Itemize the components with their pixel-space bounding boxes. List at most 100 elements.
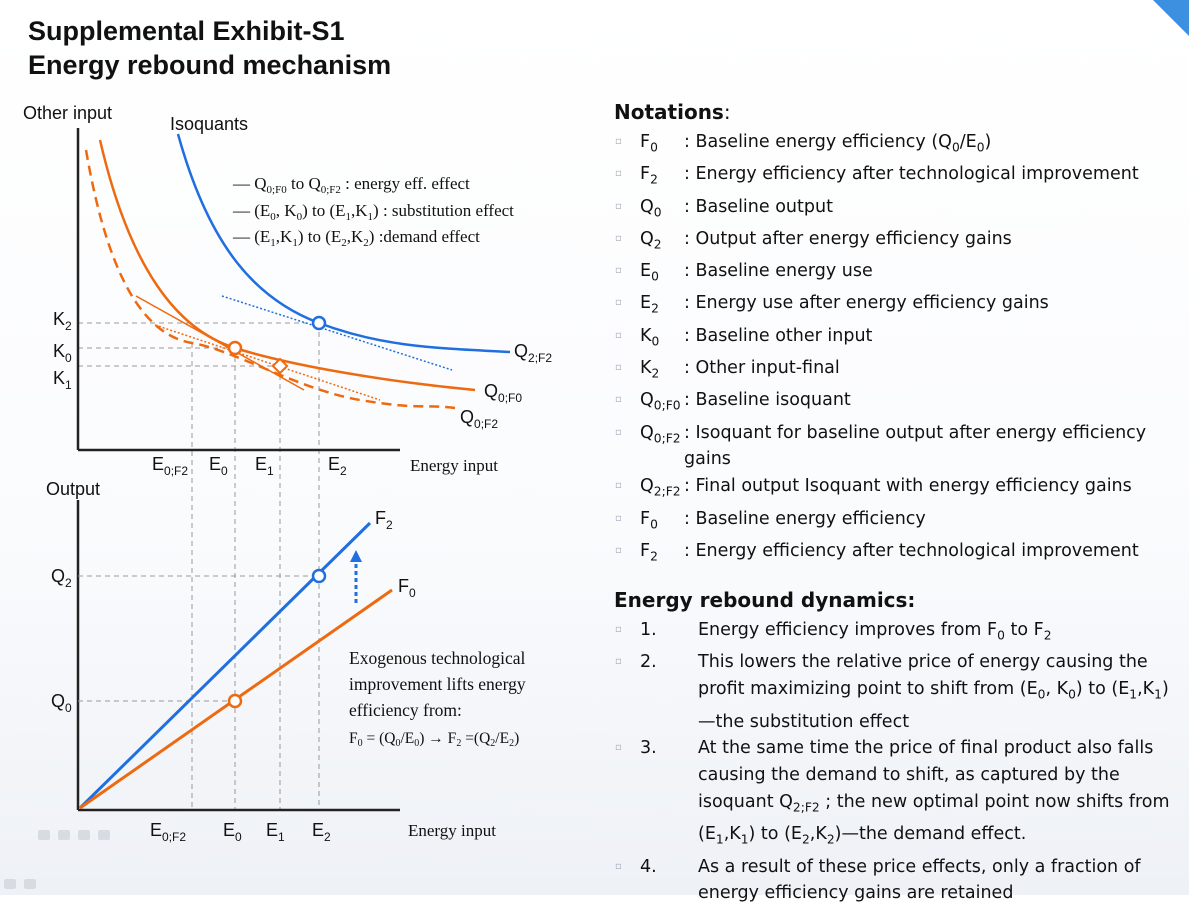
notations-heading: Notations:	[614, 100, 731, 124]
point-e2k2	[311, 315, 327, 331]
bullet-icon: ▫	[615, 512, 622, 524]
top-curve-labels: Q2;F2 Q0;F0 Q0;F2	[460, 341, 552, 431]
notation-item: ▫ E2 : Energy use after energy efficiency …	[614, 290, 1184, 322]
label-q2f2: Q2;F2	[514, 341, 552, 365]
slide-view-icon[interactable]	[4, 879, 16, 889]
notation-item: ▫ K0 : Baseline other input	[614, 323, 1184, 355]
bullet-icon: ▫	[615, 329, 622, 341]
notation-symbol: E0	[640, 261, 659, 284]
tick-q2: Q2	[51, 566, 72, 590]
bullet-icon: ▫	[615, 168, 622, 180]
tick-k0: K0	[53, 341, 72, 365]
notation-desc: : Baseline other input	[684, 325, 873, 346]
dynamics-item: ▫ 2. This lowers the relative price of ene…	[614, 649, 1184, 735]
top-y-label: Other input	[23, 103, 112, 123]
notation-symbol: F2	[640, 540, 658, 564]
price-line-e0k0	[135, 295, 305, 391]
bullet-icon: ▫	[615, 426, 622, 438]
slide-next-icon[interactable]	[24, 879, 36, 889]
title-line-1: Supplemental Exhibit-S1	[28, 16, 345, 46]
nav-menu-icon[interactable]	[78, 830, 90, 840]
notation-item: ▫ F0: Baseline energy efficiency	[614, 506, 1184, 538]
dynamics-number: 2.	[640, 652, 657, 673]
dynamics-list: ▫ 1. Energy efficiency improves from F0 to…	[614, 617, 1184, 907]
dynamics-number: 4.	[640, 856, 657, 877]
notation-symbol: F2	[640, 164, 658, 187]
notation-item: ▫ E0: Baseline energy use	[614, 258, 1184, 290]
notation-desc: : Baseline energy efficiency (Q0/E0)	[684, 132, 992, 155]
notation-symbol: K0	[640, 325, 660, 349]
notation-symbol: Q2;F2	[640, 476, 681, 499]
legend-item-2: — (E0, K0) to (E1,K1) : substitution eff…	[232, 201, 514, 223]
dynamics-text: Energy efficiency improves from F0 to F2	[698, 620, 1052, 643]
notation-symbol: E2	[640, 293, 659, 316]
dynamics-text: At the same time the price of final prod…	[698, 738, 1170, 847]
line-f2	[78, 521, 372, 810]
page-title: Supplemental Exhibit-S1 Energy rebound m…	[28, 14, 391, 82]
top-legend: — Q0;F0 to Q0;F2 : energy eff. effect — …	[232, 174, 514, 249]
nav-pen-icon[interactable]	[58, 830, 70, 840]
point-e1k1	[271, 357, 289, 375]
isoquants-label: Isoquants	[170, 114, 248, 134]
notations-heading-text: Notations	[614, 100, 724, 124]
point-q2	[311, 568, 327, 584]
tech-annotation: Exogenous technological improvement lift…	[349, 648, 526, 749]
bullet-icon: ▫	[615, 265, 622, 277]
top-y-ticks: K2 K0 K1	[53, 309, 72, 392]
tick-q0: Q0	[51, 691, 72, 715]
notation-desc: : Energy use after energy efficiency gai…	[684, 293, 1049, 314]
bottom-line-labels: F2 F0	[375, 508, 416, 600]
bottom-x-ticks: E0;F2 E0 E1 E2	[150, 820, 331, 844]
bottom-y-ticks: Q2 Q0	[51, 566, 72, 715]
right-panel: Notations: ▫ F0: Baseline energy efficien…	[614, 100, 1184, 907]
notation-item: ▫ Q0: Baseline output	[614, 194, 1184, 226]
bullet-icon: ▫	[615, 742, 622, 754]
notation-desc: : Baseline energy efficiency	[684, 508, 926, 529]
bottom-y-label: Output	[46, 479, 100, 499]
bullet-icon: ▫	[615, 297, 622, 309]
bullet-icon: ▫	[615, 362, 622, 374]
dynamics-item: ▫ 1. Energy efficiency improves from F0 to…	[614, 617, 1184, 649]
notation-symbol: Q0;F2	[640, 422, 681, 446]
dynamics-heading: Energy rebound dynamics:	[614, 588, 916, 613]
notation-desc: : Other input-final	[684, 358, 840, 379]
annotation-line-4: F0 = (Q0/E0) → F2 =(Q2/E2)	[349, 730, 519, 749]
notation-item: ▫ F2: Energy efficiency after technologic…	[614, 538, 1184, 570]
label-q0f2: Q0;F2	[460, 407, 498, 431]
label-f2: F2	[375, 508, 393, 532]
notation-item: ▫ F0 : Baseline energy efficiency (Q0/E0)	[614, 129, 1184, 161]
notation-list: ▫ F0: Baseline energy efficiency (Q0/E0) ▫…	[614, 129, 1184, 570]
nav-back-icon[interactable]	[38, 830, 50, 840]
dynamics-item: ▫ 3. At the same time the price of final p…	[614, 735, 1184, 853]
notation-item: ▫ Q0;F0: Baseline isoquant	[614, 387, 1184, 419]
dynamics-text: As a result of these price effects, only…	[698, 856, 1141, 904]
price-line-e2k2	[221, 295, 453, 371]
bullet-icon: ▫	[615, 200, 622, 212]
notation-desc: : Final output Isoquant with energy effi…	[684, 476, 1132, 497]
notation-symbol: Q2	[640, 228, 662, 252]
slide-nav-controls	[38, 830, 110, 840]
bullet-icon: ▫	[615, 136, 622, 147]
dynamics-item: ▫ 4. As a result of these price effects, o…	[614, 854, 1184, 907]
bullet-icon: ▫	[615, 860, 622, 872]
top-guides	[78, 322, 320, 810]
nav-forward-icon[interactable]	[98, 830, 110, 840]
tick-e1: E1	[255, 454, 274, 478]
notation-symbol: F0	[640, 132, 658, 155]
annotation-line-2: improvement lifts energy	[349, 674, 526, 694]
notation-desc: : Baseline isoquant	[684, 390, 851, 411]
rebound-diagram: Other input Energy input Isoquants — Q0;…	[23, 103, 552, 844]
bullet-icon: ▫	[615, 656, 622, 668]
legend-item-3: — (E1,K1) to (E2,K2) :demand effect	[232, 227, 480, 249]
bullet-icon: ▫	[615, 394, 622, 406]
tick-e2: E2	[328, 454, 347, 478]
dynamics-number: 3.	[640, 738, 657, 759]
notation-symbol: Q0	[640, 196, 662, 220]
title-line-2: Energy rebound mechanism	[28, 50, 392, 80]
legend-item-1: — Q0;F0 to Q0;F2 : energy eff. effect	[232, 174, 470, 196]
bullet-icon: ▫	[615, 544, 622, 556]
notation-item: ▫ Q2;F2: Final output Isoquant with energ…	[614, 473, 1184, 505]
btick-e0: E0	[223, 820, 242, 844]
notation-item: ▫ Q2: Output after energy efficiency gain…	[614, 226, 1184, 258]
tick-k1: K1	[53, 368, 72, 392]
